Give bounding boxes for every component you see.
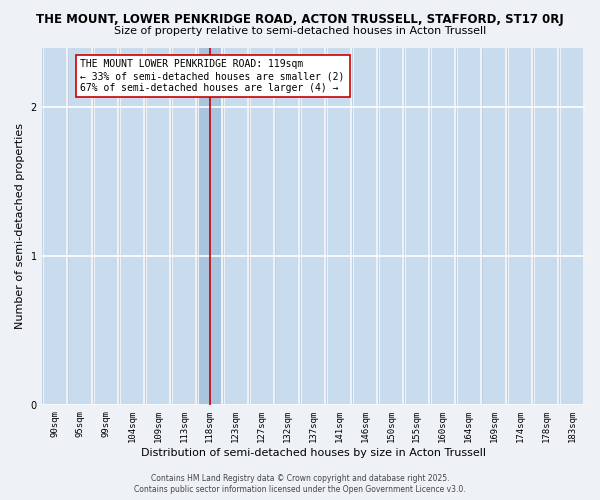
Bar — [406, 48, 428, 405]
Bar — [147, 48, 169, 405]
Bar — [484, 48, 505, 405]
X-axis label: Distribution of semi-detached houses by size in Acton Trussell: Distribution of semi-detached houses by … — [141, 448, 486, 458]
Bar — [535, 48, 557, 405]
Bar — [44, 48, 65, 405]
Bar — [173, 48, 195, 405]
Bar — [458, 48, 479, 405]
Bar — [561, 48, 583, 405]
Y-axis label: Number of semi-detached properties: Number of semi-detached properties — [15, 123, 25, 329]
Bar — [380, 48, 402, 405]
Bar — [302, 48, 325, 405]
Bar — [95, 48, 118, 405]
Bar — [199, 48, 221, 405]
Bar — [354, 48, 376, 405]
Text: THE MOUNT, LOWER PENKRIDGE ROAD, ACTON TRUSSELL, STAFFORD, ST17 0RJ: THE MOUNT, LOWER PENKRIDGE ROAD, ACTON T… — [36, 12, 564, 26]
Bar — [199, 48, 221, 405]
Bar — [277, 48, 298, 405]
Bar — [121, 48, 143, 405]
Bar — [251, 48, 272, 405]
Bar — [509, 48, 532, 405]
Text: Contains HM Land Registry data © Crown copyright and database right 2025.
Contai: Contains HM Land Registry data © Crown c… — [134, 474, 466, 494]
Bar — [70, 48, 91, 405]
Bar — [432, 48, 454, 405]
Text: THE MOUNT LOWER PENKRIDGE ROAD: 119sqm
← 33% of semi-detached houses are smaller: THE MOUNT LOWER PENKRIDGE ROAD: 119sqm ←… — [80, 60, 345, 92]
Text: Size of property relative to semi-detached houses in Acton Trussell: Size of property relative to semi-detach… — [114, 26, 486, 36]
Bar — [328, 48, 350, 405]
Bar — [225, 48, 247, 405]
